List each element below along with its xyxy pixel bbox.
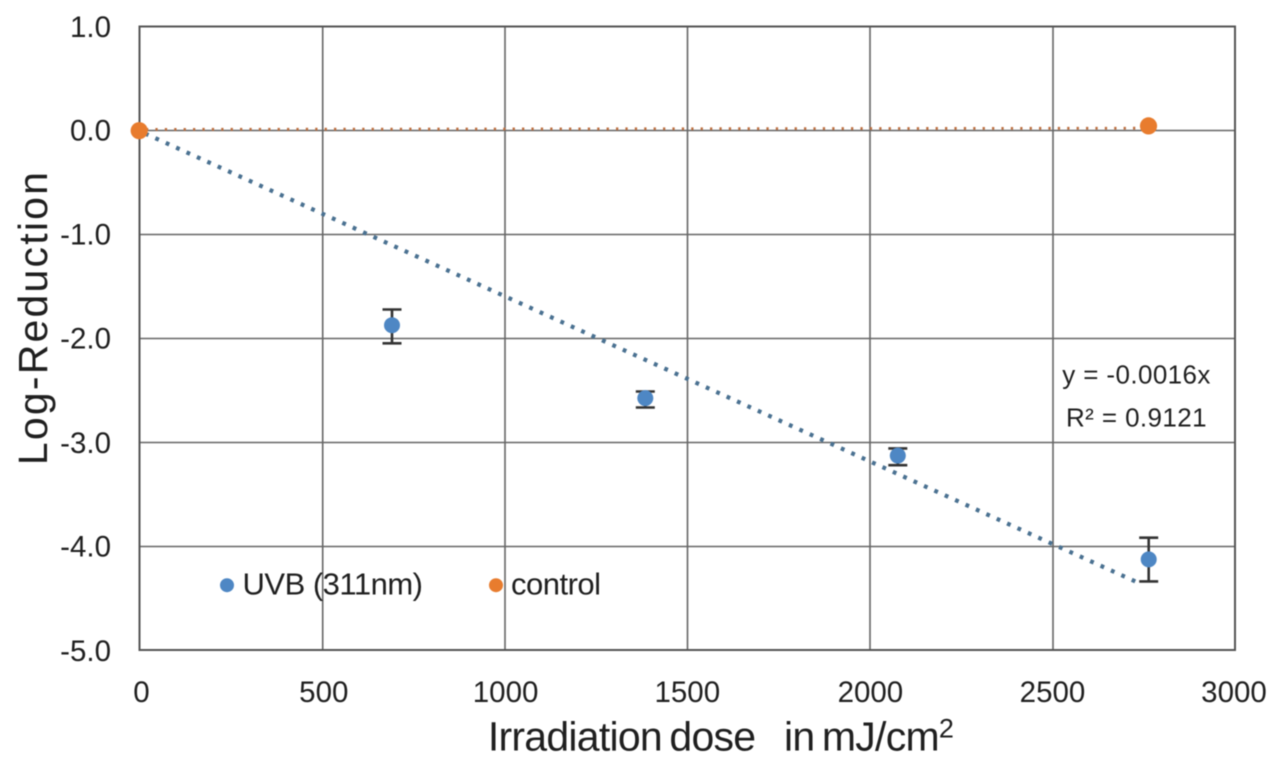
- svg-text:-3.0: -3.0: [60, 427, 111, 460]
- svg-text:y = -0.0016x: y = -0.0016x: [1062, 360, 1211, 390]
- svg-text:0.0: 0.0: [70, 115, 111, 148]
- svg-text:3000: 3000: [1201, 676, 1267, 709]
- svg-text:1.0: 1.0: [70, 11, 111, 44]
- svg-text:-5.0: -5.0: [60, 635, 111, 668]
- svg-text:1500: 1500: [654, 676, 720, 709]
- svg-text:2000: 2000: [838, 676, 904, 709]
- svg-text:Irradiation dose in mJ/cm2: Irradiation dose in mJ/cm2: [488, 714, 953, 760]
- svg-text:-2.0: -2.0: [60, 323, 111, 356]
- svg-text:1000: 1000: [473, 676, 539, 709]
- svg-text:Log-Reduction: Log-Reduction: [10, 170, 56, 465]
- svg-text:0: 0: [133, 676, 149, 709]
- svg-text:control: control: [511, 567, 601, 602]
- svg-text:-4.0: -4.0: [60, 531, 111, 564]
- svg-text:UVB (311nm): UVB (311nm): [243, 567, 423, 602]
- svg-text:500: 500: [299, 676, 348, 709]
- svg-text:2500: 2500: [1020, 676, 1086, 709]
- svg-text:-1.0: -1.0: [60, 219, 111, 252]
- svg-text:R² = 0.9121: R² = 0.9121: [1066, 403, 1207, 433]
